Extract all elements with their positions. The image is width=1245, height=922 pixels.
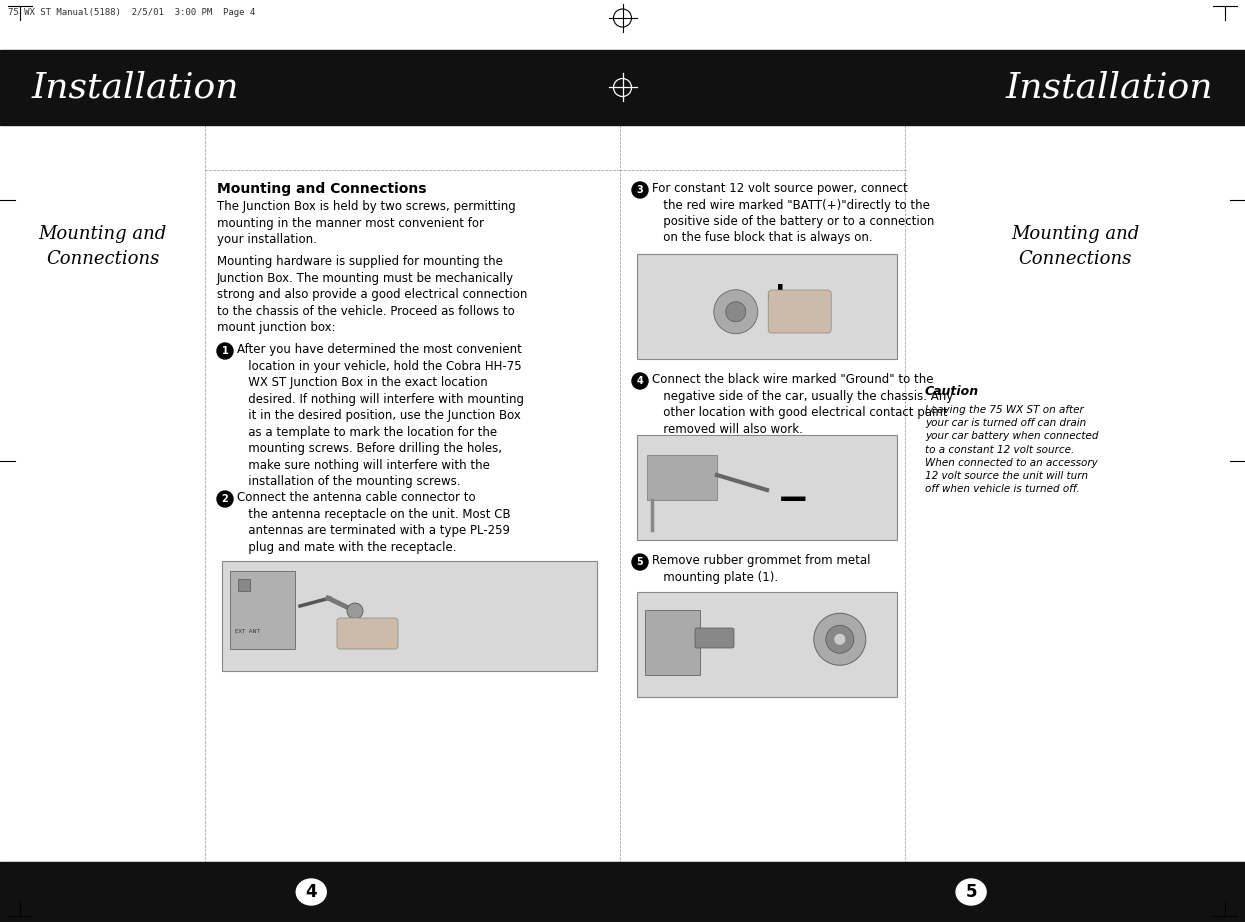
- Text: Installation: Installation: [1006, 70, 1213, 104]
- Text: Caution: Caution: [925, 385, 979, 398]
- Text: 4: 4: [305, 883, 317, 901]
- Text: 4: 4: [636, 376, 644, 386]
- Text: 75 WX ST Manual(5188)  2/5/01  3:00 PM  Page 4: 75 WX ST Manual(5188) 2/5/01 3:00 PM Pag…: [7, 8, 255, 17]
- Bar: [0, 50, 1245, 125]
- Bar: [637, 254, 896, 359]
- FancyBboxPatch shape: [337, 618, 398, 649]
- Ellipse shape: [956, 879, 986, 905]
- Text: Mounting hardware is supplied for mounting the
Junction Box. The mounting must b: Mounting hardware is supplied for mounti…: [217, 255, 528, 334]
- Text: 3: 3: [636, 185, 644, 195]
- Text: After you have determined the most convenient
   location in your vehicle, hold : After you have determined the most conve…: [237, 343, 524, 488]
- Circle shape: [632, 373, 647, 389]
- Bar: [637, 592, 896, 697]
- Text: Leaving the 75 WX ST on after
your car is turned off can drain
your car battery : Leaving the 75 WX ST on after your car i…: [925, 405, 1098, 494]
- Bar: [645, 610, 700, 675]
- Text: Installation: Installation: [32, 70, 239, 104]
- Text: For constant 12 volt source power, connect
   the red wire marked "BATT(+)"direc: For constant 12 volt source power, conne…: [652, 182, 935, 244]
- Text: 2: 2: [222, 494, 228, 504]
- Text: Mounting and Connections: Mounting and Connections: [217, 182, 427, 196]
- Circle shape: [632, 554, 647, 570]
- Circle shape: [814, 613, 865, 666]
- Bar: [230, 571, 295, 649]
- Circle shape: [713, 290, 758, 334]
- Circle shape: [217, 343, 233, 359]
- Text: +: +: [763, 279, 797, 317]
- Text: Mounting and
Connections: Mounting and Connections: [1011, 225, 1139, 268]
- Text: 5: 5: [965, 883, 977, 901]
- Circle shape: [632, 182, 647, 198]
- Bar: [0, 0, 1245, 50]
- Bar: [222, 561, 598, 671]
- Circle shape: [347, 603, 364, 619]
- Text: Connect the antenna cable connector to
   the antenna receptacle on the unit. Mo: Connect the antenna cable connector to t…: [237, 491, 510, 553]
- Circle shape: [834, 633, 845, 645]
- FancyBboxPatch shape: [768, 290, 832, 333]
- FancyBboxPatch shape: [695, 628, 735, 648]
- Circle shape: [825, 625, 854, 654]
- Text: EXT  ANT: EXT ANT: [235, 629, 260, 634]
- Bar: [637, 435, 896, 540]
- Text: The Junction Box is held by two screws, permitting
mounting in the manner most c: The Junction Box is held by two screws, …: [217, 200, 515, 246]
- Circle shape: [217, 491, 233, 507]
- Circle shape: [726, 301, 746, 322]
- Bar: [0, 862, 1245, 922]
- Text: 1: 1: [222, 346, 228, 356]
- Text: 5: 5: [636, 557, 644, 567]
- Text: −: −: [777, 481, 809, 519]
- Text: Connect the black wire marked "Ground" to the
   negative side of the car, usual: Connect the black wire marked "Ground" t…: [652, 373, 954, 435]
- Text: Mounting and
Connections: Mounting and Connections: [39, 225, 167, 268]
- Bar: [238, 579, 250, 591]
- Text: Remove rubber grommet from metal
   mounting plate (1).: Remove rubber grommet from metal mountin…: [652, 554, 870, 584]
- Ellipse shape: [296, 879, 326, 905]
- Bar: [647, 455, 717, 500]
